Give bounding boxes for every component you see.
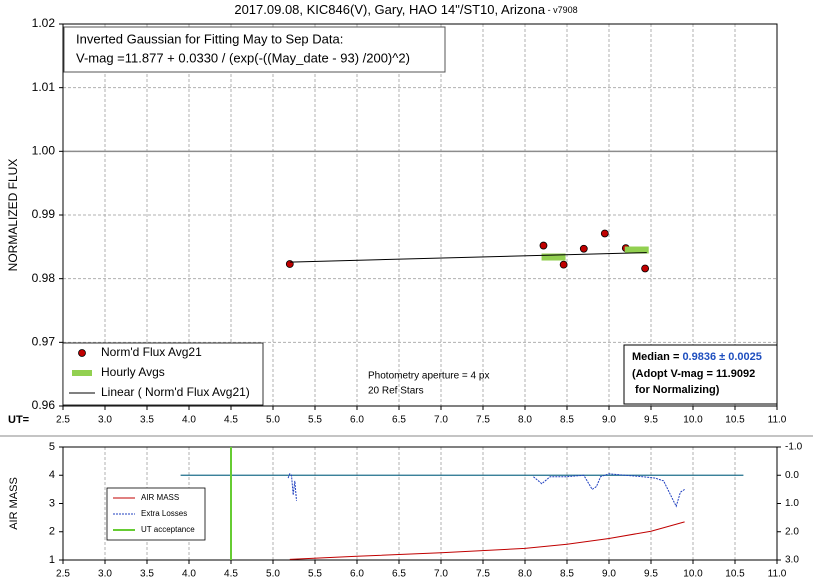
legend-box [62, 342, 264, 406]
y-tick-label: 0.99 [32, 207, 56, 221]
fit-text: Inverted Gaussian for Fitting May to Sep… [76, 31, 343, 46]
x-tick-label: 3.0 [98, 569, 112, 580]
x-tick-label: 6.0 [350, 415, 364, 426]
note: 20 Ref Stars [368, 386, 424, 397]
x-tick-label: 5.5 [308, 415, 322, 426]
x-tick-label: 4.5 [224, 569, 238, 580]
x-tick-label: 5.0 [266, 569, 280, 580]
x-tick-label: 10.5 [725, 415, 745, 426]
x-tick-label: 8.0 [518, 569, 532, 580]
y-axis-label: NORMALIZED FLUX [6, 159, 20, 272]
x-tick-label: 10.0 [683, 415, 703, 426]
y-tick-label: 0.96 [32, 398, 56, 412]
y2-tick-label: -1.0 [785, 442, 803, 453]
data-line [289, 252, 647, 263]
x-tick-label: 5.0 [266, 415, 280, 426]
y2-tick-label: 0.0 [785, 470, 799, 481]
y-tick-label: 0.97 [32, 335, 56, 349]
y-tick-label: 5 [49, 441, 55, 453]
legend-label: Norm'd Flux Avg21 [101, 345, 202, 359]
legend-label: AIR MASS [141, 493, 179, 502]
x-tick-label: 7.5 [476, 415, 490, 426]
median-box [623, 344, 778, 405]
y-tick-label: 4 [49, 469, 55, 481]
x-tick-label: 3.0 [98, 415, 112, 426]
x-tick-label: 11.0 [768, 415, 787, 426]
x-tick-label: 9.0 [602, 415, 616, 426]
y2-tick-label: 2.0 [785, 526, 799, 537]
median-text: Median = 0.9836 ± 0.0025 [632, 351, 762, 363]
data-line [289, 521, 685, 560]
y-tick-label: 1.02 [32, 16, 56, 30]
x-tick-label: 4.0 [182, 569, 196, 580]
plot-frame [62, 23, 778, 407]
title-main: 2017.09.08, KIC846(V), Gary, HAO 14"/ST1… [234, 2, 546, 17]
legend-label: Linear ( Norm'd Flux Avg21) [101, 385, 250, 399]
y-axis-label: AIR MASS [8, 477, 20, 530]
x-tick-label: 6.0 [350, 569, 364, 580]
legend-label: Extra Losses [141, 509, 187, 518]
legend-swatch [78, 349, 86, 357]
data-point [641, 264, 650, 273]
x-tick-label: 7.0 [434, 415, 448, 426]
x-tick-label: 3.5 [140, 569, 154, 580]
y-tick-label: 1.00 [32, 144, 56, 158]
note: Photometry aperture = 4 px [368, 371, 489, 382]
y-tick-label: 0.98 [32, 271, 56, 285]
extra-losses-line [287, 472, 685, 508]
x-tick-label: 6.5 [392, 415, 406, 426]
hourly-bar [624, 246, 649, 254]
x-tick-label: 9.5 [644, 569, 658, 580]
x-tick-label: 4.5 [224, 415, 238, 426]
x-tick-label: 3.5 [140, 415, 154, 426]
chart-title: 2017.09.08, KIC846(V), Gary, HAO 14"/ST1… [234, 2, 577, 17]
x-tick-label: 2.5 [56, 415, 70, 426]
y-tick-label: 3 [49, 497, 55, 509]
fit-text: V-mag =11.877 + 0.0330 / (exp(-((May_dat… [76, 50, 410, 65]
data-point [539, 241, 548, 250]
x-tick-label: 4.0 [182, 415, 196, 426]
x-tick-label: 8.5 [560, 415, 574, 426]
x-prefix: UT= [8, 414, 29, 426]
median-line: (Adopt V-mag = 11.9092 [632, 368, 755, 380]
x-tick-label: 11.0 [768, 569, 787, 580]
y-tick-label: 1 [49, 554, 55, 566]
x-tick-label: 7.0 [434, 569, 448, 580]
data-point [559, 260, 568, 269]
y2-tick-label: 1.0 [785, 498, 799, 509]
x-tick-label: 10.0 [683, 569, 703, 580]
x-tick-label: 5.5 [308, 569, 322, 580]
data-point [579, 244, 588, 253]
x-tick-label: 9.0 [602, 569, 616, 580]
median-label: Median = [632, 351, 682, 363]
y-tick-label: 1.01 [32, 80, 56, 94]
plot-frame [62, 446, 778, 561]
y-tick-label: 2 [49, 526, 55, 538]
x-tick-label: 2.5 [56, 569, 70, 580]
x-tick-label: 10.5 [725, 569, 745, 580]
x-tick-label: 8.5 [560, 569, 574, 580]
legend-label: Hourly Avgs [101, 365, 165, 379]
x-tick-label: 9.5 [644, 415, 658, 426]
hourly-bar [541, 253, 566, 261]
x-tick-label: 6.5 [392, 569, 406, 580]
x-tick-label: 8.0 [518, 415, 532, 426]
title-suffix: - v7908 [545, 5, 578, 15]
fit-box [63, 26, 446, 73]
median-value: 0.9836 ± 0.0025 [682, 351, 761, 363]
legend-label: UT acceptance [141, 525, 195, 534]
legend-swatch [72, 370, 92, 376]
data-point [600, 229, 609, 238]
y2-tick-label: 3.0 [785, 555, 799, 566]
x-tick-label: 7.5 [476, 569, 490, 580]
median-line: for Normalizing) [632, 384, 720, 396]
